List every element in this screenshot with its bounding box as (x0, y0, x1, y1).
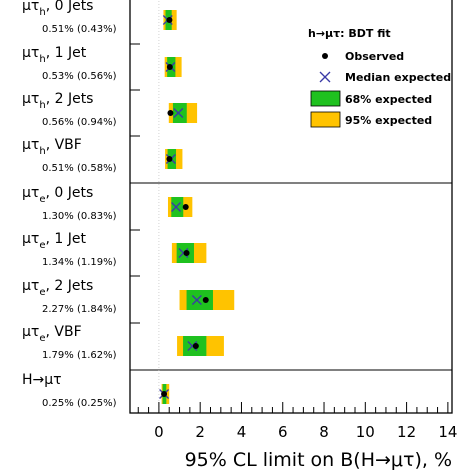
observed-marker (161, 391, 168, 397)
category-main: μτ (22, 0, 39, 14)
category-limits: 0.25% (0.25%) (42, 398, 117, 409)
median-expected-marker (191, 295, 202, 305)
legend-observed-marker (322, 53, 328, 59)
category-name: μτe, 1 Jet (22, 231, 87, 251)
plot-frame (129, 0, 453, 414)
band-68-expected (186, 290, 213, 310)
category-limits: 1.34% (1.19%) (42, 257, 117, 268)
observed-marker (202, 297, 209, 303)
observed-marker (192, 343, 199, 349)
category-name: μτe, VBF (22, 324, 82, 344)
category-limits: 0.56% (0.94%) (42, 117, 117, 128)
legend-68-label: 68% expected (345, 93, 432, 106)
category-main: H→μτ (22, 372, 62, 388)
legend-title: h→μτ: BDT fit (308, 27, 391, 40)
category-suffix: , 0 Jets (46, 0, 94, 14)
x-axis-title: 95% CL limit on B(H→μτ), % (185, 449, 452, 471)
category-subscript: h (39, 54, 45, 65)
category-subscript: e (39, 287, 45, 298)
category-main: μτ (22, 278, 39, 294)
legend-68-swatch (310, 90, 341, 107)
x-tick-label: 12 (397, 423, 416, 441)
category-subscript: e (39, 240, 45, 251)
category-main: μτ (22, 137, 39, 153)
band-68-expected (172, 103, 187, 123)
category-subscript: h (39, 7, 45, 18)
category-subscript: e (39, 333, 45, 344)
observed-marker (166, 17, 173, 23)
x-tick-label: 14 (438, 423, 457, 441)
legend: h→μτ: BDT fit Observed Median expected 68% … (308, 27, 451, 128)
observed-marker (166, 156, 173, 162)
x-tick-label: 0 (154, 423, 164, 441)
category-limits: 0.53% (0.56%) (42, 71, 117, 82)
category-subscript: e (39, 194, 45, 205)
median-expected-marker (187, 341, 198, 351)
band-68-expected (171, 197, 184, 217)
category-limits: 0.51% (0.58%) (42, 163, 117, 174)
legend-median-label: Median expected (345, 71, 451, 84)
category-limits: 1.30% (0.83%) (42, 211, 117, 222)
category-main: μτ (22, 45, 39, 61)
x-tick-label: 8 (319, 423, 329, 441)
category-suffix: , 1 Jet (46, 45, 87, 61)
category-name: μτe, 2 Jets (22, 278, 93, 298)
x-tick-label: 2 (195, 423, 205, 441)
category-name: μτh, VBF (22, 137, 82, 157)
category-main: μτ (22, 324, 39, 340)
category-subscript: h (39, 100, 45, 111)
observed-marker (167, 110, 174, 116)
category-subscript: h (39, 146, 45, 157)
x-tick-label: 4 (237, 423, 247, 441)
observed-marker (183, 250, 190, 256)
category-suffix: , 0 Jets (46, 185, 94, 201)
category-suffix: , VBF (46, 137, 82, 153)
category-limits: 1.79% (1.62%) (42, 350, 117, 361)
median-expected-marker (171, 202, 181, 212)
category-main: μτ (22, 231, 39, 247)
category-suffix: , VBF (46, 324, 82, 340)
x-tick-label: 10 (356, 423, 375, 441)
median-expected-marker (173, 108, 184, 118)
category-suffix: , 1 Jet (46, 231, 87, 247)
category-suffix: , 2 Jets (46, 278, 94, 294)
observed-marker (182, 204, 189, 210)
legend-95-label: 95% expected (345, 114, 432, 127)
category-name: H→μτ (22, 372, 62, 388)
legend-median-marker (319, 71, 331, 83)
category-name: μτh, 0 Jets (22, 0, 93, 18)
median-expected-marker (178, 248, 189, 258)
legend-95-swatch (310, 111, 341, 128)
category-limits: 2.27% (1.84%) (42, 304, 117, 315)
category-limits: 0.51% (0.43%) (42, 24, 117, 35)
category-main: μτ (22, 91, 39, 107)
category-suffix: , 2 Jets (46, 91, 94, 107)
category-name: μτh, 2 Jets (22, 91, 93, 111)
category-main: μτ (22, 185, 39, 201)
x-tick-label: 6 (278, 423, 288, 441)
category-name: μτe, 0 Jets (22, 185, 93, 205)
observed-marker (166, 64, 173, 70)
category-name: μτh, 1 Jet (22, 45, 87, 65)
legend-observed-label: Observed (345, 50, 404, 63)
